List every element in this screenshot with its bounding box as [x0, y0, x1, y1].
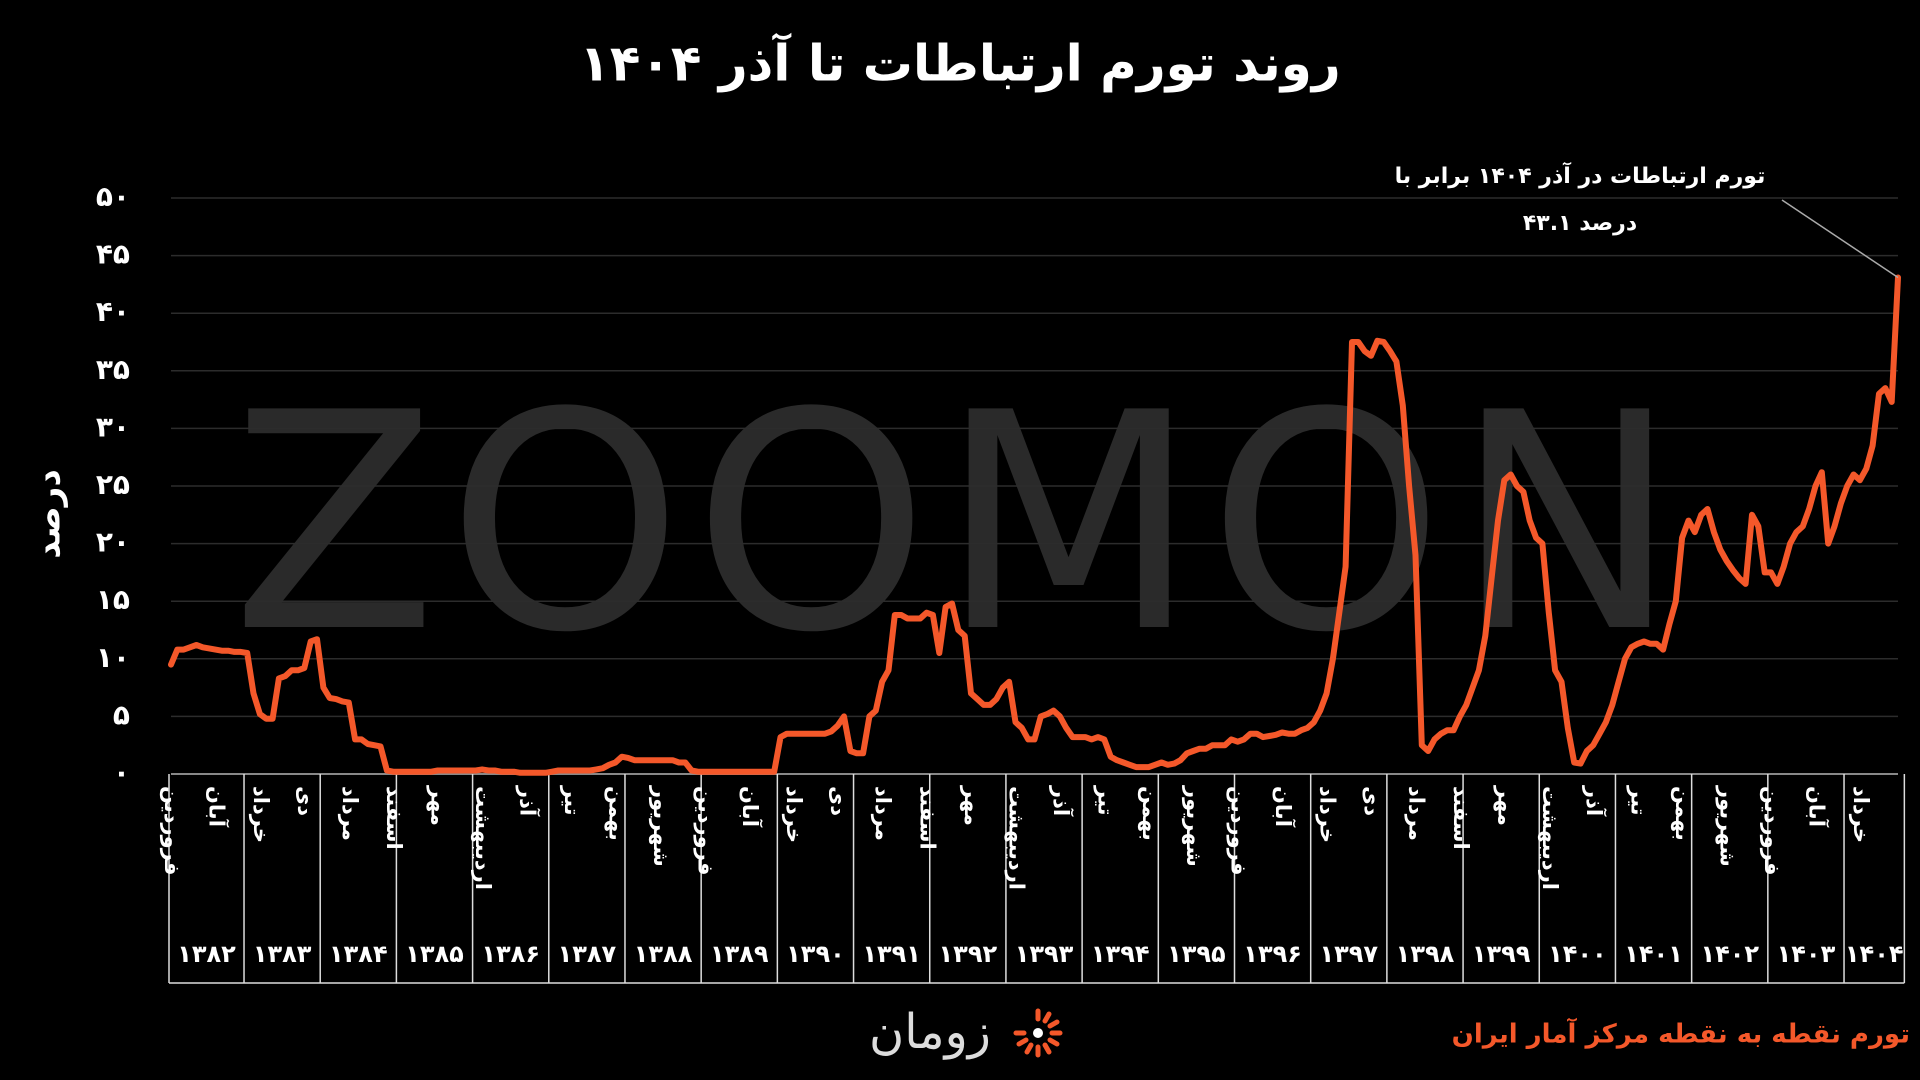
year-label: ۱۳۹۷ — [1319, 940, 1378, 968]
y-tick-label: ۵۰ — [96, 180, 130, 213]
annotation-line: ۴۳.۱ درصد — [1523, 211, 1637, 236]
x-tick-label: مهر — [1493, 785, 1517, 826]
annotation-line: تورم ارتباطات در آذر ۱۴۰۴ برابر با — [1395, 161, 1766, 189]
x-tick-label: تیر — [1627, 785, 1651, 816]
y-tick-label: ۱۵ — [96, 583, 130, 616]
y-tick-label: ۲۵ — [96, 468, 130, 501]
x-tick-label: بهمن — [1138, 786, 1162, 841]
x-tick-label: فروردین — [1227, 786, 1251, 876]
year-label: ۱۳۸۴ — [329, 940, 388, 968]
x-tick-label: مهر — [427, 785, 451, 826]
x-tick-label: اسفند — [382, 786, 406, 850]
year-label: ۱۳۹۴ — [1091, 940, 1150, 968]
x-tick-label: خرداد — [249, 786, 273, 843]
y-tick-label: ۴۰ — [96, 295, 130, 328]
x-tick-label: فروردین — [160, 786, 184, 876]
x-tick-label: اسفند — [916, 786, 940, 850]
year-label: ۱۳۸۷ — [558, 940, 617, 968]
year-label: ۱۳۸۶ — [481, 940, 540, 968]
year-label: ۱۳۹۲ — [939, 940, 998, 968]
year-label: ۱۳۹۰ — [786, 940, 845, 968]
x-tick-label: آبان — [738, 786, 763, 828]
x-tick-label: آبان — [1271, 786, 1296, 828]
y-tick-label: ۵ — [113, 698, 130, 731]
x-tick-label: اردیبهشت — [1538, 786, 1562, 890]
brand-logo — [1013, 1008, 1063, 1058]
y-tick-label: ۰ — [113, 756, 130, 789]
x-tick-label: اردیبهشت — [471, 786, 495, 890]
x-tick-label: آبان — [1804, 786, 1829, 828]
y-tick-label: ۳۵ — [96, 353, 130, 386]
x-tick-label: دی — [293, 786, 317, 816]
x-tick-label: مرداد — [1404, 786, 1428, 841]
year-label: ۱۴۰۲ — [1700, 940, 1759, 968]
annotation-pointer — [1781, 199, 1899, 279]
x-tick-label: مهر — [960, 785, 984, 826]
year-label: ۱۴۰۱ — [1624, 940, 1683, 968]
chart-title: روند تورم ارتباطات تا آذر ۱۴۰۴ — [579, 33, 1340, 94]
x-tick-label: آذر — [1582, 785, 1607, 817]
x-tick-label: مرداد — [871, 786, 895, 841]
year-label: ۱۳۸۵ — [405, 940, 464, 968]
x-tick-label: آذر — [516, 785, 541, 817]
y-tick-label: ۳۰ — [96, 410, 130, 443]
y-tick-label: ۲۰ — [96, 526, 130, 559]
year-label: ۱۳۸۲ — [177, 940, 236, 968]
x-tick-label: مرداد — [338, 786, 362, 841]
y-axis-label: درصد — [29, 469, 69, 559]
year-label: ۱۳۸۸ — [634, 940, 693, 968]
x-tick-label: تیر — [560, 785, 584, 816]
year-label: ۱۳۹۵ — [1167, 940, 1226, 968]
x-tick-label: شهریور — [1716, 785, 1740, 867]
year-label: ۱۴۰۰ — [1548, 940, 1607, 968]
year-label: ۱۳۸۳ — [253, 940, 312, 968]
year-label: ۱۳۹۹ — [1472, 940, 1531, 968]
year-label: ۱۴۰۴ — [1845, 940, 1904, 968]
x-tick-label: بهمن — [604, 786, 628, 841]
x-tick-label: خرداد — [782, 786, 806, 843]
x-tick-label: فروردین — [1760, 786, 1784, 876]
data-line — [168, 274, 1901, 776]
x-tick-label: دی — [1360, 786, 1384, 816]
x-tick-label: خرداد — [1316, 786, 1340, 843]
year-label: ۱۴۰۳ — [1777, 940, 1836, 968]
x-tick-label: آذر — [1049, 785, 1074, 817]
year-label: ۱۳۹۶ — [1243, 940, 1302, 968]
x-tick-label: تیر — [1093, 785, 1117, 816]
source-note: تورم نقطه به نقطه مرکز آمار ایران — [1452, 1018, 1910, 1050]
watermark: ZOOMON — [231, 349, 1688, 698]
x-tick-label: بهمن — [1671, 786, 1695, 841]
y-tick-label: ۴۵ — [96, 238, 130, 271]
x-tick-label: آبان — [204, 786, 229, 828]
x-tick-label: اسفند — [1449, 786, 1473, 850]
year-label: ۱۳۹۸ — [1396, 940, 1455, 968]
x-tick-label: شهریور — [1182, 785, 1206, 867]
brand-name: زومان — [869, 1004, 991, 1060]
year-label: ۱۳۹۱ — [862, 940, 921, 968]
x-tick-label: شهریور — [649, 785, 673, 867]
year-label: ۱۳۹۳ — [1015, 940, 1074, 968]
x-tick-label: اردیبهشت — [1004, 786, 1028, 890]
year-label: ۱۳۸۹ — [710, 940, 769, 968]
x-tick-label: دی — [827, 786, 851, 816]
x-tick-label: خرداد — [1849, 786, 1873, 843]
y-tick-label: ۱۰ — [96, 641, 130, 674]
x-tick-label: فروردین — [693, 786, 717, 876]
